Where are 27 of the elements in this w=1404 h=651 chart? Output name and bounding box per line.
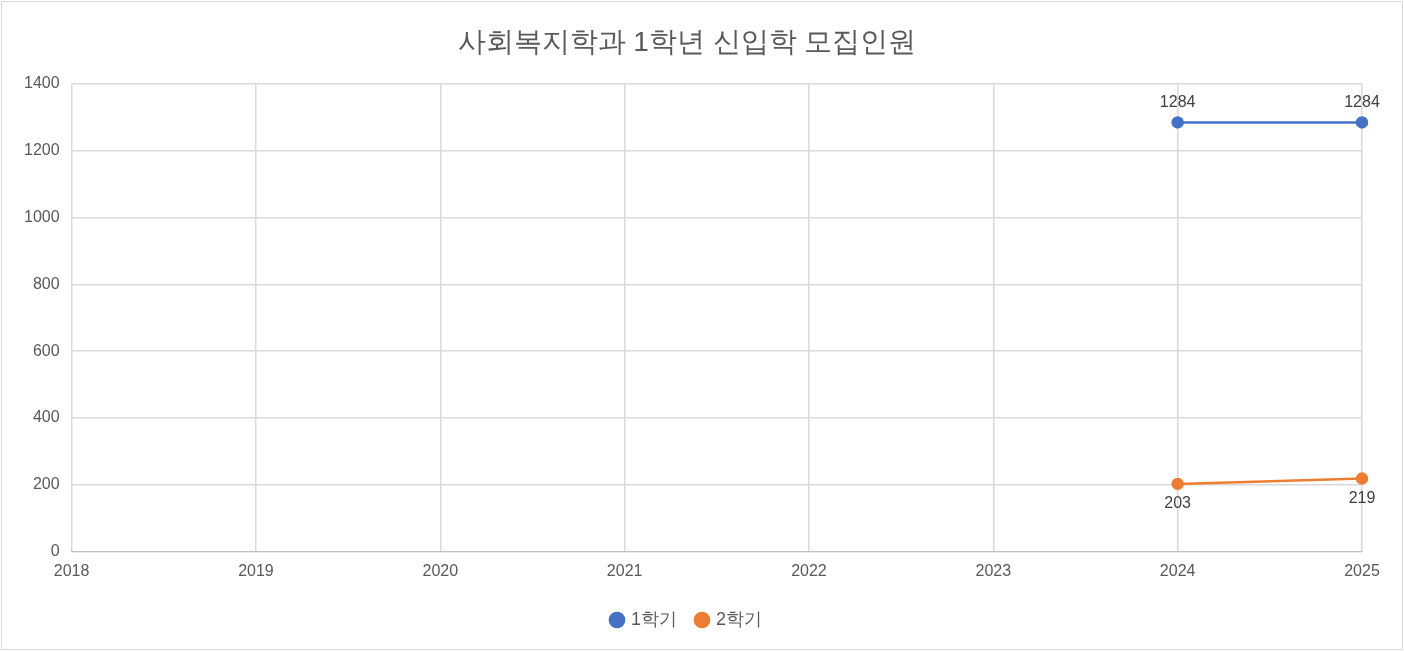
y-tick-label: 1000: [24, 207, 60, 225]
y-tick-label: 0: [50, 542, 60, 560]
legend-label: 1학기: [630, 608, 677, 629]
x-tick-label: 2020: [422, 561, 459, 579]
x-tick-label: 2021: [606, 561, 643, 579]
data-label: 219: [1348, 488, 1376, 506]
y-tick-label: 400: [32, 408, 60, 426]
y-tick-label: 1200: [24, 140, 60, 158]
legend-label: 2학기: [716, 608, 763, 629]
chart-title: 사회복지학과 1학년 신입학 모집인원: [457, 25, 917, 57]
x-tick-label: 2023: [975, 561, 1012, 579]
point: [1171, 477, 1184, 491]
data-label: 1284: [1344, 92, 1380, 110]
x-tick-label: 2022: [791, 561, 827, 579]
x-tick-label: 2025: [1344, 561, 1380, 579]
point: [1355, 116, 1369, 129]
x-tick-label: 2018: [53, 561, 90, 579]
x-tick-label: 2019: [238, 561, 274, 579]
y-tick-label: 800: [32, 274, 60, 292]
data-label: 1284: [1159, 92, 1196, 110]
y-tick-label: 200: [32, 475, 60, 493]
point: [1171, 116, 1184, 129]
point: [1355, 472, 1369, 485]
data-label: 203: [1164, 494, 1192, 512]
y-tick-label: 600: [32, 341, 60, 359]
x-tick-label: 2024: [1159, 561, 1196, 579]
y-tick-label: 1400: [24, 74, 60, 92]
